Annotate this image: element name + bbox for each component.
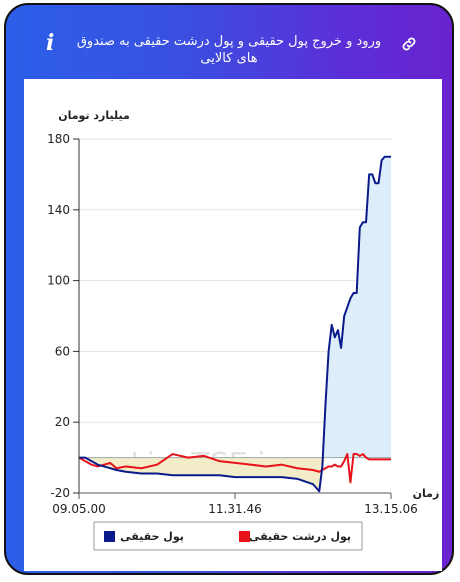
area-negative-fill (79, 457, 391, 492)
x-tick-label: 09.05.00 (52, 502, 105, 516)
x-tick-label: 11.31.46 (208, 502, 261, 516)
chart-svg: میلیارد تومان زمان -20 20 60 100 140 180 09.0… (47, 109, 440, 551)
x-tick-label: 13.15.06 (364, 502, 417, 516)
y-axis-title: میلیارد تومان (58, 109, 130, 122)
legend-label-real[interactable]: پول حقیقی (120, 530, 184, 543)
y-tick-label: 60 (55, 344, 70, 358)
info-icon[interactable]: i (46, 30, 55, 56)
legend-swatch-big (239, 531, 250, 542)
x-axis-title: زمان (413, 487, 440, 500)
y-tick-label: 180 (47, 132, 70, 146)
legend: پول حقیقی پول درشت حقیقی (93, 521, 363, 551)
area-positive-fill (79, 156, 391, 458)
y-tick-label: 140 (47, 203, 70, 217)
chart-panel: میلیارد تومان زمان -20 20 60 100 140 180 09.0… (24, 79, 442, 571)
y-tick-label: 20 (55, 415, 70, 429)
legend-label-big[interactable]: پول درشت حقیقی (249, 530, 351, 543)
chart-title: ورود و خروج پول حقیقی و پول درشت حقیقی ب… (76, 34, 382, 66)
series-line-real[interactable] (79, 155, 391, 493)
legend-swatch-real (104, 531, 115, 542)
y-tick-label: 100 (47, 274, 70, 288)
y-tick-label: -20 (50, 486, 70, 500)
chart-card: i ورود و خروج پول حقیقی و پول درشت حقیقی… (4, 3, 454, 575)
link-icon[interactable] (400, 35, 418, 53)
